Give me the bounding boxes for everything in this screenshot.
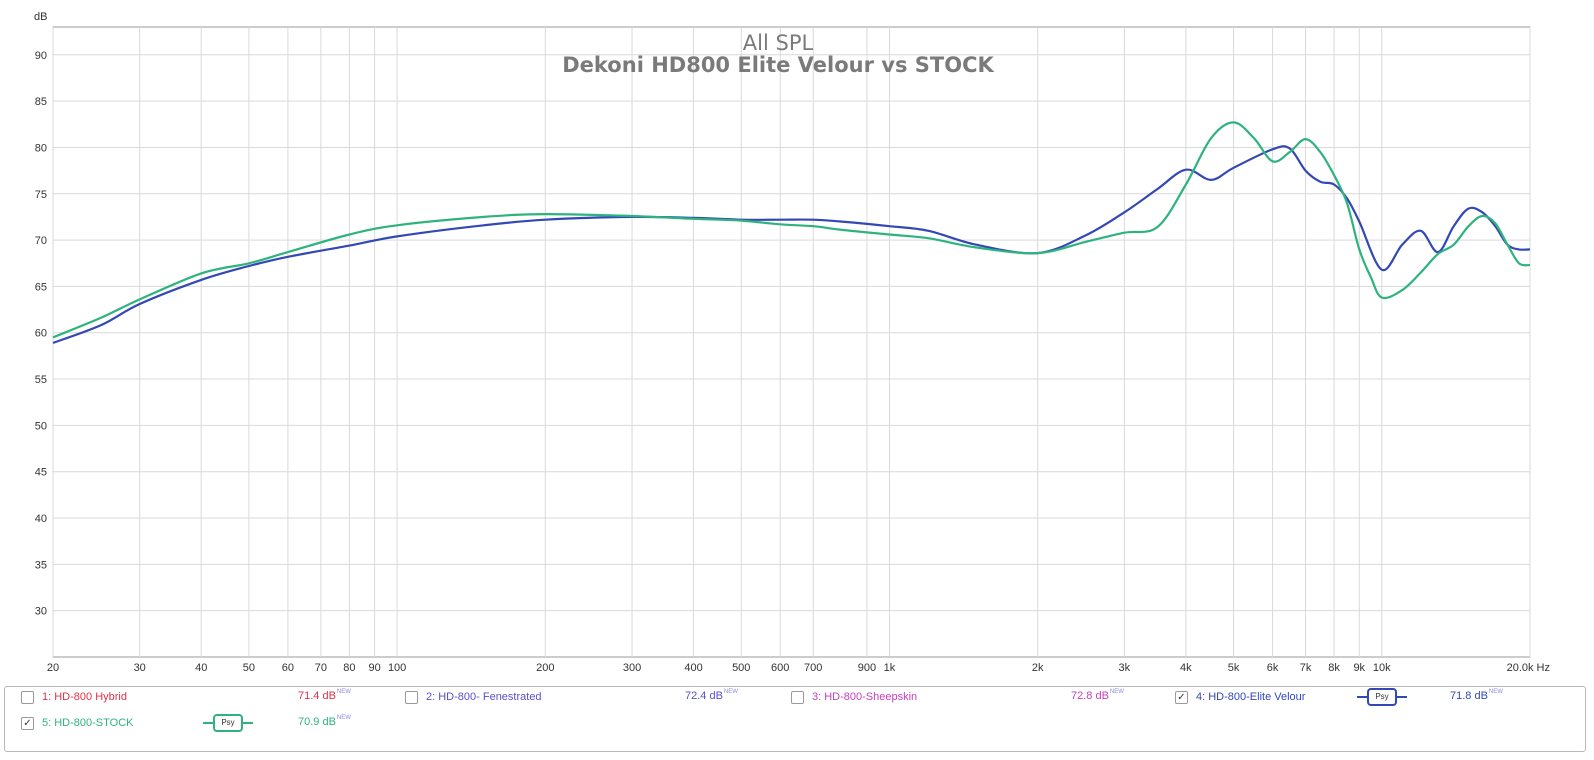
series-line-stock: [52, 121, 1531, 339]
y-tick-label: 55: [35, 374, 47, 386]
y-axis-ticks: 30 35 40 45 50 55 60 65 70 75 80 85 90: [35, 50, 47, 618]
x-tick-label: 1k: [884, 662, 896, 674]
series-line-elite-velour: [52, 145, 1531, 344]
legend-checkbox-stock[interactable]: ✓: [21, 716, 34, 730]
legend: 1: HD-800 Hybrid 71.4 dBNEW 2: HD-800- F…: [4, 686, 1586, 752]
y-tick-label: 85: [35, 96, 47, 108]
chart-subtitle: Dekoni HD800 Elite Velour vs STOCK: [562, 53, 994, 77]
y-tick-label: 80: [35, 142, 47, 154]
psy-label: Psy: [1367, 688, 1397, 706]
legend-value-hybrid: 71.4 dBNEW: [298, 689, 351, 702]
y-axis-label: dB: [34, 11, 47, 23]
x-tick-label: 200: [536, 662, 554, 674]
x-tick-label: 400: [684, 662, 702, 674]
y-tick-label: 70: [35, 235, 47, 247]
x-tick-label: 2k: [1032, 662, 1044, 674]
y-tick-label: 45: [35, 467, 47, 479]
x-tick-label: 7k: [1300, 662, 1312, 674]
x-tick-label: 500: [732, 662, 750, 674]
psy-button-elite-velour[interactable]: Psy: [1357, 688, 1407, 706]
x-tick-label: 80: [343, 662, 355, 674]
legend-label-sheepskin: 3: HD-800-Sheepskin: [812, 691, 918, 703]
x-tick-label: 600: [771, 662, 789, 674]
y-tick-label: 35: [35, 559, 47, 571]
x-tick-label: 5k: [1228, 662, 1240, 674]
psy-label: Psy: [213, 714, 243, 732]
legend-value-fenestrated: 72.4 dBNEW: [685, 689, 738, 702]
y-tick-label: 40: [35, 513, 47, 525]
legend-value-elite-velour: 71.8 dBNEW: [1450, 689, 1503, 702]
x-tick-label: 300: [623, 662, 641, 674]
psy-button-stock[interactable]: Psy: [203, 714, 253, 732]
x-tick-label: 30: [134, 662, 146, 674]
y-tick-label: 65: [35, 281, 47, 293]
x-tick-label: 8k: [1328, 662, 1340, 674]
grid: [52, 27, 1531, 657]
series-group: [52, 121, 1531, 344]
x-tick-label: 700: [804, 662, 822, 674]
legend-checkbox-elite-velour[interactable]: ✓: [1175, 690, 1188, 704]
x-tick-label: 6k: [1267, 662, 1279, 674]
x-tick-label: 70: [315, 662, 327, 674]
x-tick-label: 9k: [1353, 662, 1365, 674]
plot-area: [52, 26, 1531, 658]
y-tick-label: 75: [35, 189, 47, 201]
legend-label-elite-velour: 4: HD-800-Elite Velour: [1196, 691, 1306, 703]
legend-item-stock[interactable]: ✓ 5: HD-800-STOCK: [21, 713, 134, 733]
spl-chart: 30 35 40 45 50 55 60 65 70 75 80 85 90 20 30 40 50 60 70 8…: [34, 11, 1550, 674]
x-tick-label: 50: [243, 662, 255, 674]
x-tick-label: 4k: [1180, 662, 1192, 674]
legend-item-hybrid[interactable]: 1: HD-800 Hybrid: [21, 687, 127, 707]
x-tick-label: 90: [368, 662, 380, 674]
legend-label-stock: 5: HD-800-STOCK: [42, 717, 134, 729]
legend-label-fenestrated: 2: HD-800- Fenestrated: [426, 691, 542, 703]
x-tick-label: 3k: [1119, 662, 1131, 674]
legend-item-fenestrated[interactable]: 2: HD-800- Fenestrated: [405, 687, 542, 707]
x-axis-ticks: 20 30 40 50 60 70 80 90 100 200 300 400 500 600 700 900…: [47, 662, 1550, 674]
y-tick-label: 50: [35, 420, 47, 432]
x-tick-label: 20.0k Hz: [1507, 662, 1550, 674]
x-tick-label: 60: [282, 662, 294, 674]
y-tick-label: 90: [35, 50, 47, 62]
legend-item-sheepskin[interactable]: 3: HD-800-Sheepskin: [791, 687, 917, 707]
legend-checkbox-sheepskin[interactable]: [791, 690, 804, 704]
x-tick-label: 100: [388, 662, 406, 674]
legend-checkbox-hybrid[interactable]: [21, 690, 34, 704]
y-tick-label: 30: [35, 606, 47, 618]
x-tick-label: 20: [47, 662, 59, 674]
legend-checkbox-fenestrated[interactable]: [405, 690, 418, 704]
x-tick-label: 40: [195, 662, 207, 674]
chart-title: All SPL: [743, 31, 814, 55]
x-tick-label: 900: [858, 662, 876, 674]
legend-value-stock: 70.9 dBNEW: [298, 715, 351, 728]
x-tick-label: 10k: [1373, 662, 1391, 674]
legend-label-hybrid: 1: HD-800 Hybrid: [42, 691, 127, 703]
legend-item-elite-velour[interactable]: ✓ 4: HD-800-Elite Velour: [1175, 687, 1305, 707]
legend-value-sheepskin: 72.8 dBNEW: [1071, 689, 1124, 702]
y-tick-label: 60: [35, 328, 47, 340]
